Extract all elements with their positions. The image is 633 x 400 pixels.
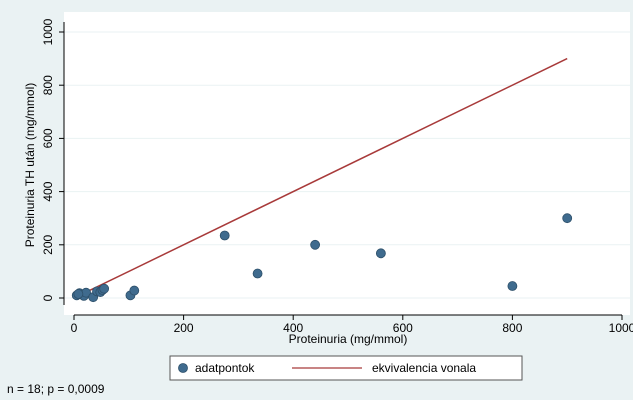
y-axis-title: Proteinuria TH után (mg/mmol) [23,83,37,248]
grid-lines [64,31,630,299]
y-tick-label-4: 800 [41,75,55,95]
x-ticks: 0 200 400 600 800 1000 [71,315,633,335]
x-tick-label-4: 800 [502,321,522,335]
legend: adatpontok ekvivalencia vonala [169,355,523,381]
series-layer [71,57,573,303]
y-tick-label-3: 600 [41,128,55,148]
x-tick-label-3: 600 [393,321,413,335]
data-point-16 [562,213,573,224]
data-point-17 [73,289,84,299]
data-point-10 [129,285,140,296]
plot-background [64,12,630,315]
legend-label-ekvivalencia: ekvivalencia vonala [372,361,476,375]
x-tick-label-0: 0 [71,321,78,335]
x-axis-title: Proteinuria (mg/mmol) [289,332,408,346]
y-tick-label-0: 0 [41,294,55,301]
y-tick-label-2: 400 [41,181,55,201]
x-tick-label-1: 200 [174,321,194,335]
y-tick-label-5: 1000 [41,18,55,45]
y-tick-label-1: 200 [41,234,55,254]
legend-label-adatpontok: adatpontok [195,361,255,375]
data-point-13 [310,239,321,250]
series-line-ekvivalencia [84,57,568,294]
data-point-11 [219,230,230,241]
x-tick-label-2: 400 [283,321,303,335]
legend-marker-adatpontok [178,363,188,373]
y-ticks: 0 200 400 600 800 1000 [41,18,64,301]
data-point-12 [252,268,263,279]
footnote: n = 18; p = 0,0009 [7,382,105,396]
x-tick-label-5: 1000 [609,321,633,335]
data-point-15 [507,281,518,291]
data-point-8 [99,283,110,294]
data-point-14 [375,248,386,259]
